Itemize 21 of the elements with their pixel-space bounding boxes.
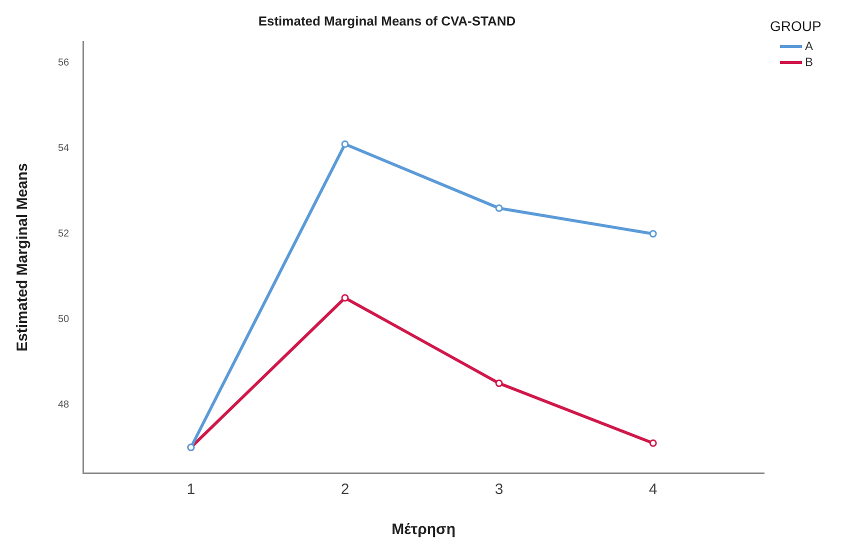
y-tick-label: 54 [58, 143, 70, 154]
chart-title: Estimated Marginal Means of CVA-STAND [258, 13, 516, 28]
x-tick-label: 2 [340, 481, 350, 498]
point [341, 140, 349, 148]
x-axis-title: Μέτρηση [392, 521, 456, 538]
point [495, 204, 503, 212]
y-tick-label: 52 [58, 228, 70, 240]
legend-label: A [805, 39, 814, 53]
y-axis-title: Estimated Marginal Means [14, 163, 32, 352]
x-tick-label: 3 [494, 481, 504, 498]
x-tick-label: 1 [186, 481, 196, 498]
y-tick-label: 50 [58, 314, 70, 325]
point [649, 230, 657, 238]
point [341, 294, 349, 302]
legend-label: B [805, 55, 814, 69]
y-tick-label: 56 [58, 58, 70, 69]
point [495, 380, 503, 388]
y-tick-label: 48 [58, 399, 70, 410]
x-tick-label: 4 [648, 481, 658, 498]
point [649, 439, 657, 447]
legend-title: GROUP [770, 18, 822, 34]
